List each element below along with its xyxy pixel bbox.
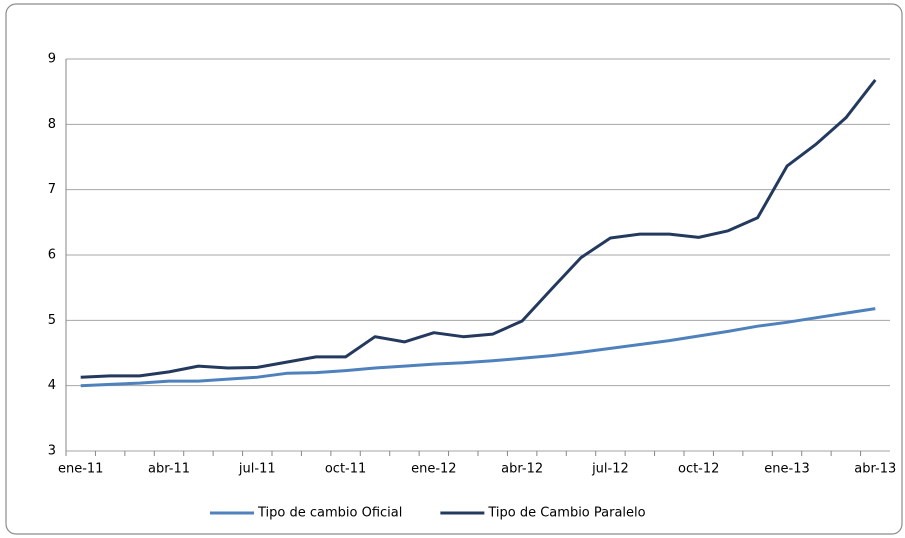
x-tick-label: ene-11 <box>58 462 103 477</box>
x-tick-label: oct-12 <box>678 462 719 477</box>
x-tick-label: abr-12 <box>501 462 543 477</box>
series-line <box>80 307 876 388</box>
legend-label: Tipo de Cambio Paralelo <box>487 506 645 521</box>
x-tick-label: ene-12 <box>411 462 456 477</box>
x-tick-label: abr-13 <box>854 462 896 477</box>
x-tick-label: abr-11 <box>148 462 190 477</box>
chart-frame <box>5 3 903 535</box>
x-tick-label: ene-13 <box>764 462 809 477</box>
y-tick-label: 8 <box>48 117 56 132</box>
y-tick-label: 4 <box>48 378 56 393</box>
x-tick-label: jul-12 <box>591 462 629 477</box>
x-tick-label: oct-11 <box>325 462 366 477</box>
y-tick-label: 5 <box>48 313 56 328</box>
y-tick-label: 6 <box>48 248 56 263</box>
y-tick-label: 3 <box>48 444 56 459</box>
y-tick-label: 9 <box>48 52 56 67</box>
x-tick-label: jul-11 <box>238 462 276 477</box>
series-line <box>80 78 877 379</box>
y-tick-label: 7 <box>48 182 56 197</box>
legend-label: Tipo de cambio Oficial <box>257 506 402 521</box>
